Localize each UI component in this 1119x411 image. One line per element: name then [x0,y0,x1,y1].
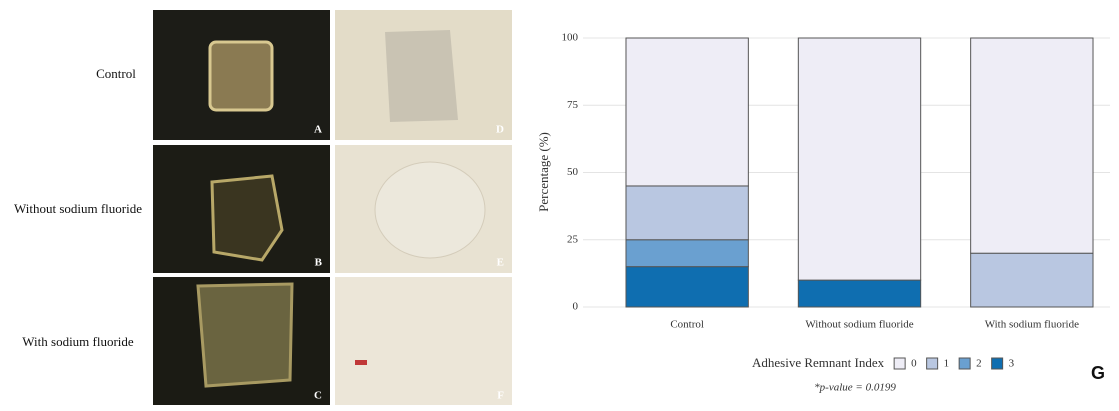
panel-letter: F [497,390,504,402]
y-tick-label: 50 [567,166,579,178]
photo-detail [198,284,292,386]
photo-detail [210,42,272,110]
bar-segment [971,253,1093,307]
x-tick-label: Without sodium fluoride [805,319,913,331]
bar-segment [798,280,920,307]
bar-segment [626,267,748,307]
y-tick-label: 25 [567,233,579,245]
row-label: With sodium fluoride [22,334,134,349]
y-tick-label: 100 [562,32,579,44]
bar-segment [971,38,1093,253]
legend-label: 1 [944,358,950,370]
panel-letter: A [314,124,322,136]
legend-label: 0 [911,358,917,370]
annotation: *p-value = 0.0199 [814,382,896,394]
bar-segment [626,240,748,267]
panel-letter: C [314,390,322,402]
y-tick-label: 75 [567,99,579,111]
panel-letter: D [496,124,504,136]
legend-swatch [927,358,938,369]
legend-label: 2 [976,358,982,370]
photo [335,277,512,405]
legend-swatch [894,358,905,369]
photos [153,10,512,405]
legend-swatch [992,358,1003,369]
photo-detail [355,360,367,365]
bar-segment [626,38,748,186]
figure: Control Without sodium fluoride With sod… [0,0,1119,406]
y-axis-label: Percentage (%) [536,132,551,212]
row-label: Control [96,66,136,81]
panel-letter: E [497,257,504,269]
photo-detail [375,162,485,258]
row-label: Without sodium fluoride [14,201,142,216]
y-tick-label: 0 [573,301,579,313]
legend-title: Adhesive Remnant Index [752,355,885,370]
bar-segment [798,38,920,280]
legend-label: 3 [1009,358,1015,370]
legend-swatch [959,358,970,369]
photo-detail [212,176,282,260]
photo-detail [385,30,458,122]
chart-letter: G [1091,363,1105,383]
bar-segment [626,186,748,240]
x-tick-label: With sodium fluoride [985,319,1079,331]
panel-letter: B [315,257,323,269]
x-tick-label: Control [670,319,704,331]
